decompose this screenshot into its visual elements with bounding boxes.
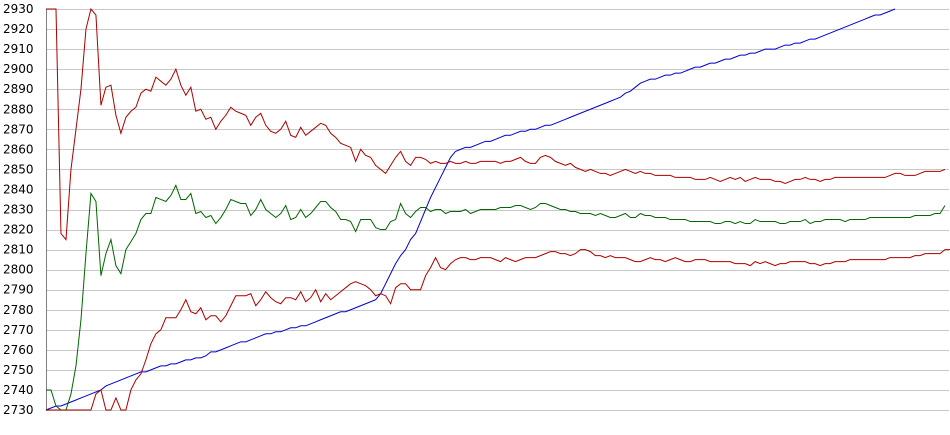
series-line-3: [46, 7, 946, 241]
y-tick-label: 2840: [3, 182, 34, 196]
y-tick-label: 2760: [3, 343, 34, 357]
series-line-1: [45, 8, 896, 411]
y-tick-label: 2740: [3, 383, 34, 397]
y-tick-label: 2790: [3, 283, 34, 297]
y-tick-label: 2880: [3, 102, 34, 116]
y-tick-label: 2860: [3, 142, 34, 156]
y-tick-label: 2820: [3, 223, 34, 237]
y-tick-label: 2810: [3, 243, 34, 257]
y-tick-label: 2800: [3, 263, 34, 277]
y-axis-tick-labels: 2730 2740 2750 2760 2770 2780 2790 2800 2810 2820…: [3, 2, 34, 417]
series-line-2: [46, 184, 946, 411]
series-line-4: [46, 249, 950, 411]
series-lines: [45, 7, 950, 411]
gridlines: [46, 9, 949, 411]
y-tick-label: 2920: [3, 22, 34, 36]
y-tick-label: 2850: [3, 162, 34, 176]
y-tick-label: 2890: [3, 82, 34, 96]
y-tick-label: 2870: [3, 122, 34, 136]
y-tick-label: 2830: [3, 203, 34, 217]
y-tick-label: 2770: [3, 323, 34, 337]
y-tick-label: 2910: [3, 42, 34, 56]
y-tick-label: 2730: [3, 403, 34, 417]
y-tick-label: 2930: [3, 2, 34, 16]
y-tick-label: 2900: [3, 62, 34, 76]
y-tick-label: 2780: [3, 303, 34, 317]
y-tick-label: 2750: [3, 363, 34, 377]
